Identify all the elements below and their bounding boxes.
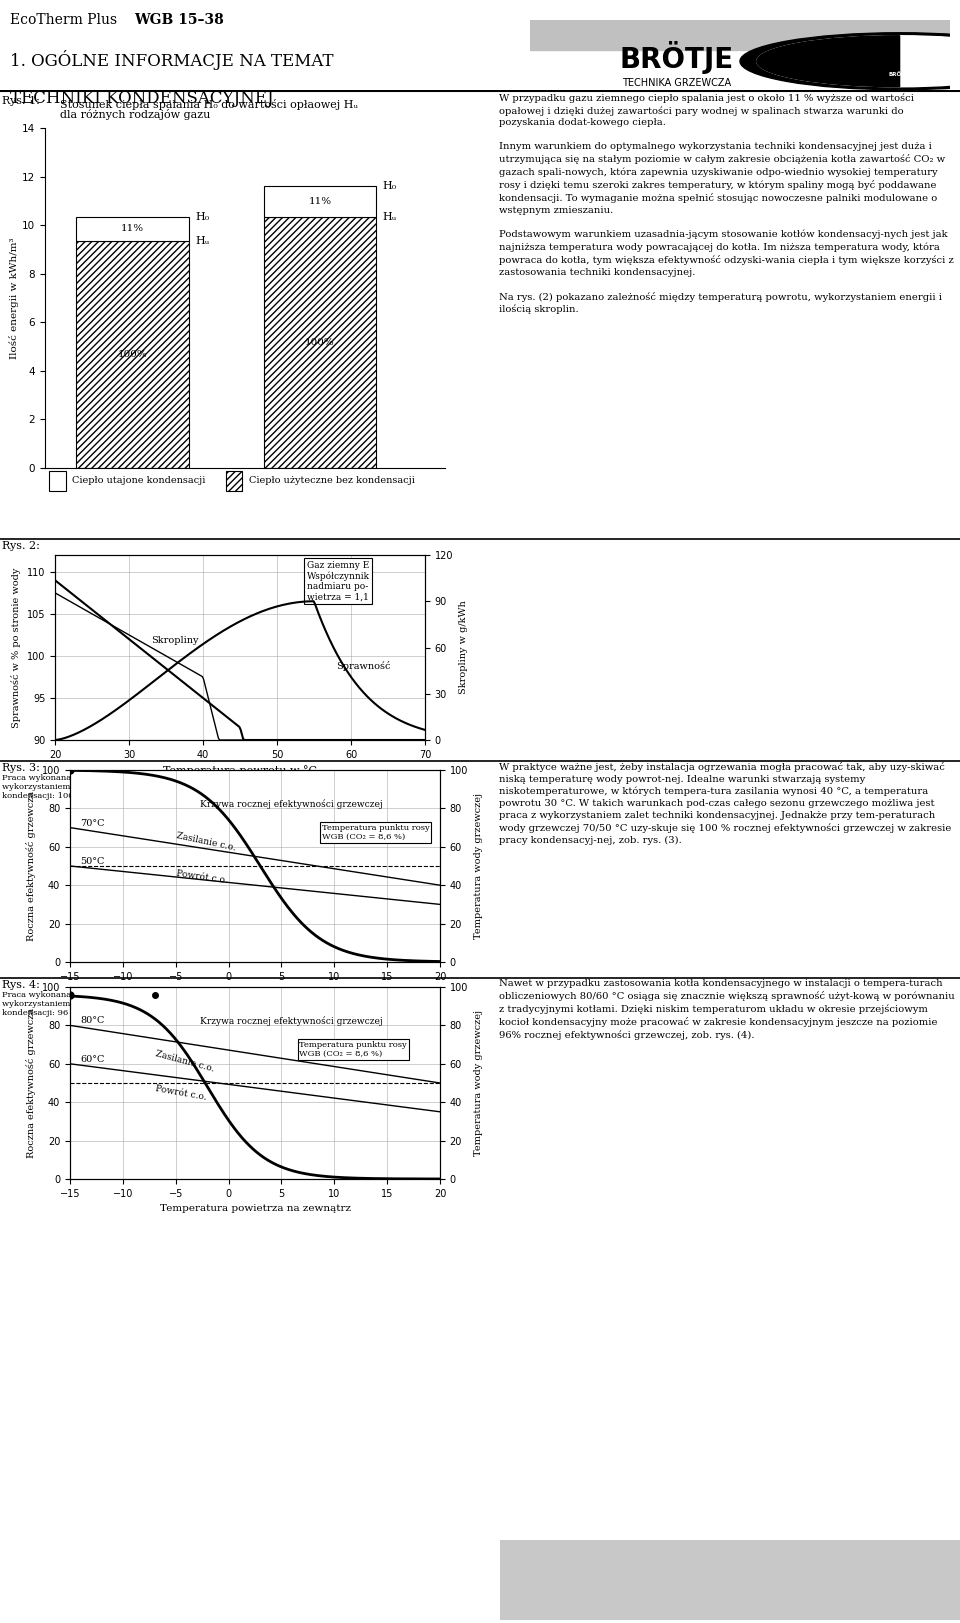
Text: 70°C: 70°C	[81, 818, 105, 828]
X-axis label: Temperatura powietrza na zewnątrz: Temperatura powietrza na zewnątrz	[159, 1204, 350, 1214]
Text: WGB 15–38: WGB 15–38	[134, 13, 224, 28]
Text: 50°C: 50°C	[81, 857, 105, 867]
Text: Stosunek ciepła spalania H₀ do wartości opłaowej Hᵤ: Stosunek ciepła spalania H₀ do wartości …	[60, 99, 358, 110]
Text: BRÖTJE: BRÖTJE	[620, 41, 734, 75]
Text: Praca wykonana z
wykorzystaniem ciepła
kondensacji: 96 %: Praca wykonana z wykorzystaniem ciepła k…	[2, 992, 98, 1018]
Y-axis label: Sprawność w % po stronie wody: Sprawność w % po stronie wody	[12, 568, 21, 727]
Circle shape	[740, 32, 960, 89]
Text: Skropliny: Skropliny	[152, 636, 199, 646]
Text: TECHNIKA GRZEWCZA: TECHNIKA GRZEWCZA	[622, 78, 732, 88]
Y-axis label: Temperatura wody grzewczej: Temperatura wody grzewczej	[473, 1010, 483, 1156]
Text: Rys. 2:: Rys. 2:	[2, 540, 40, 550]
Y-axis label: Ilość energii w kWh/m³: Ilość energii w kWh/m³	[10, 237, 19, 359]
Text: 60°C: 60°C	[81, 1055, 105, 1065]
X-axis label: Temperatura powrotu w °C: Temperatura powrotu w °C	[163, 766, 317, 776]
Y-axis label: Temperatura wody grzewczej: Temperatura wody grzewczej	[473, 794, 483, 940]
Text: Sprawność: Sprawność	[336, 661, 391, 670]
Text: Temperatura punktu rosy
WGB (CO₂ = 8,6 %): Temperatura punktu rosy WGB (CO₂ = 8,6 %…	[300, 1040, 407, 1058]
Text: Gaz ziemny LL: Gaz ziemny LL	[91, 638, 174, 648]
Text: 3: 3	[905, 1586, 914, 1600]
Bar	[226, 471, 242, 490]
Text: Powrót c.o.: Powrót c.o.	[176, 870, 228, 885]
Text: H₀: H₀	[382, 180, 396, 190]
Text: H₀: H₀	[195, 211, 209, 222]
Text: Zasilanie c.o.: Zasilanie c.o.	[155, 1048, 215, 1073]
Text: Rys. 1:: Rys. 1:	[2, 96, 40, 105]
Text: Praca wykonana z
wykorzystaniem ciepła
kondensacji: 100 %: Praca wykonana z wykorzystaniem ciepła k…	[2, 774, 98, 800]
Bar	[49, 471, 66, 490]
Text: W praktyce ważne jest, żeby instalacja ogrzewania mogła pracować tak, aby uzy-sk: W praktyce ważne jest, żeby instalacja o…	[499, 763, 951, 844]
Text: TECHNIKI KONDENSACYJNEJ: TECHNIKI KONDENSACYJNEJ	[10, 89, 274, 107]
Text: W przypadku gazu ziemnego ciepło spalania jest o około 11 % wyższe od wartości o: W przypadku gazu ziemnego ciepło spalani…	[499, 93, 954, 315]
Wedge shape	[756, 36, 900, 86]
Text: Zasilanie c.o.: Zasilanie c.o.	[176, 831, 237, 852]
Text: 11%: 11%	[308, 196, 331, 206]
Text: Rys. 3:: Rys. 3:	[2, 763, 40, 773]
Text: Powrót c.o.: Powrót c.o.	[155, 1084, 207, 1102]
Text: Hᵤ: Hᵤ	[382, 211, 396, 222]
Text: Gaz ziemny E
Współczynnik
nadmiaru po-
wietrza = 1,1: Gaz ziemny E Współczynnik nadmiaru po- w…	[306, 560, 370, 602]
Text: Ciepło utajone kondensacji: Ciepło utajone kondensacji	[72, 476, 205, 485]
Circle shape	[756, 36, 960, 86]
Text: Krzywa rocznej efektywności grzewczej: Krzywa rocznej efektywności grzewczej	[200, 799, 382, 808]
Text: BRÖTJE: BRÖTJE	[888, 71, 911, 76]
X-axis label: Temperatura powietrza na zewnątrz: Temperatura powietrza na zewnątrz	[159, 987, 350, 997]
Y-axis label: Skropliny w g/kWh: Skropliny w g/kWh	[459, 601, 468, 695]
Text: Krzywa rocznej efektywności grzewczej: Krzywa rocznej efektywności grzewczej	[200, 1016, 382, 1026]
Bar	[530, 19, 950, 50]
Text: Rys. 4:: Rys. 4:	[2, 980, 40, 990]
Text: 100%: 100%	[118, 351, 148, 359]
Text: dla różnych rodzajów gazu: dla różnych rodzajów gazu	[60, 109, 210, 120]
Bar	[264, 216, 376, 467]
Text: Nawet w przypadku zastosowania kotła kondensacyjnego w instalacji o tempera-tura: Nawet w przypadku zastosowania kotła kon…	[499, 979, 955, 1040]
Text: 1. OGÓLNE INFORMACJE NA TEMAT: 1. OGÓLNE INFORMACJE NA TEMAT	[10, 49, 333, 70]
Text: 11%: 11%	[121, 224, 144, 234]
Y-axis label: Roczna efektywność grzewcza: Roczna efektywność grzewcza	[26, 790, 36, 941]
Bar	[76, 216, 189, 240]
Y-axis label: Roczna efektywność grzewcza: Roczna efektywność grzewcza	[26, 1008, 36, 1159]
Text: Gaz ziemny E: Gaz ziemny E	[281, 638, 358, 648]
Text: Temperatura punktu rosy
WGB (CO₂ = 8,6 %): Temperatura punktu rosy WGB (CO₂ = 8,6 %…	[322, 824, 429, 841]
Text: Ciepło użyteczne bez kondensacji: Ciepło użyteczne bez kondensacji	[249, 476, 415, 485]
Text: EcoTherm Plus: EcoTherm Plus	[10, 13, 121, 28]
Text: Hᵤ: Hᵤ	[195, 235, 209, 247]
Bar	[76, 240, 189, 467]
Text: 100%: 100%	[305, 338, 335, 347]
Text: 80°C: 80°C	[81, 1016, 105, 1026]
Bar	[264, 185, 376, 216]
